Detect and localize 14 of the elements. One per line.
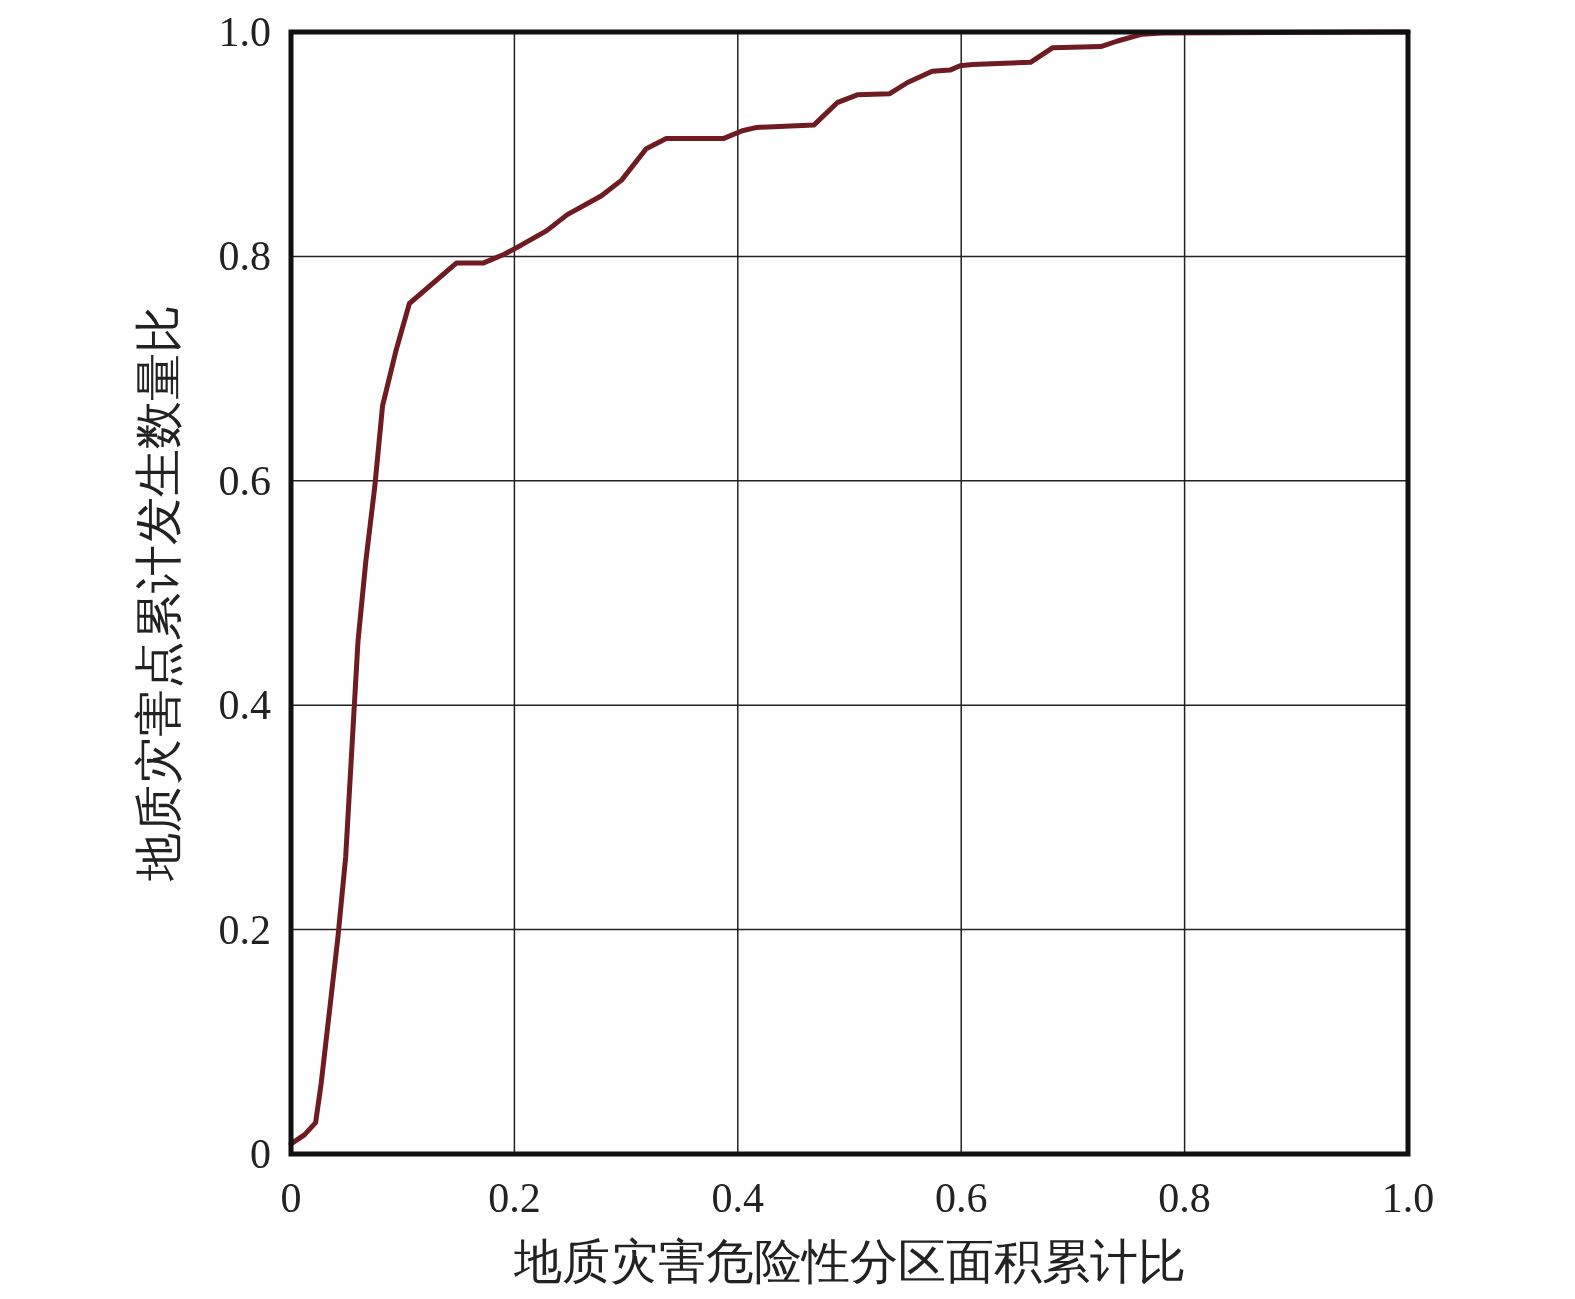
y-tick-label: 0.2 — [218, 906, 271, 953]
x-tick-label: 0 — [280, 1175, 302, 1221]
x-tick-label: 0.6 — [934, 1175, 988, 1221]
y-tick-label: 1.0 — [218, 9, 271, 55]
y-tick-label: 0.8 — [218, 233, 271, 280]
y-axis-title: 地质灾害点累计发生数量比 — [132, 305, 185, 882]
x-tick-label: 1.0 — [1381, 1175, 1435, 1221]
y-tick-label: 0 — [250, 1131, 271, 1177]
x-axis-title: 地质灾害危险性分区面积累计比 — [512, 1235, 1186, 1288]
x-tick-label: 0.2 — [488, 1175, 541, 1221]
y-tick-label: 0.4 — [218, 682, 271, 729]
y-tick-label: 0.6 — [218, 457, 271, 504]
x-tick-label: 0.4 — [711, 1175, 765, 1221]
x-tick-label: 0.8 — [1158, 1175, 1211, 1221]
